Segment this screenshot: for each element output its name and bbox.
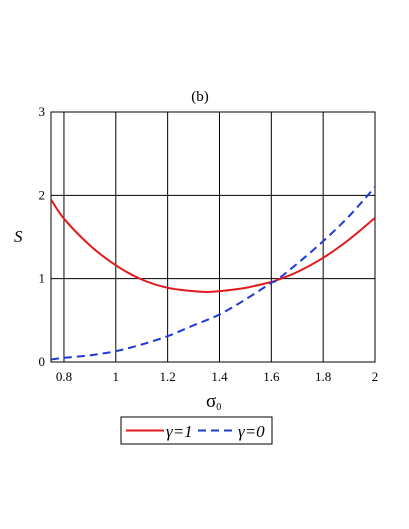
x-tick-label: 0.8 <box>56 369 72 384</box>
legend-label-gamma-0: γ=0 <box>238 422 265 441</box>
y-tick-label: 3 <box>39 104 46 119</box>
legend-label-gamma-1: γ=1 <box>166 422 193 441</box>
x-tick-label: 1 <box>113 369 120 384</box>
x-tick-label: 1.8 <box>315 369 331 384</box>
legend: γ=1 γ=0 <box>120 416 273 445</box>
x-tick-label: 1.2 <box>160 369 176 384</box>
y-tick-labels: 0 1 2 3 <box>39 104 46 369</box>
y-tick-label: 0 <box>39 354 46 369</box>
y-tick-label: 1 <box>39 271 46 286</box>
series-lines <box>51 186 375 361</box>
series-line-0 <box>51 198 375 294</box>
x-tick-label: 1.4 <box>211 369 228 384</box>
x-tick-label: 1.6 <box>263 369 280 384</box>
y-tick-label: 2 <box>39 187 46 202</box>
x-tick-labels: 0.8 1 1.2 1.4 1.6 1.8 2 <box>56 369 378 384</box>
x-axis-label-subscript: 0 <box>216 402 221 413</box>
chart-title: (b) <box>191 89 209 105</box>
x-axis-label: σ0 <box>206 391 221 413</box>
plot-frame <box>50 111 376 363</box>
series-line-1 <box>51 186 375 361</box>
x-axis-label-main: σ <box>206 391 216 412</box>
y-axis-label: S <box>14 227 23 246</box>
grid <box>51 111 376 363</box>
x-tick-label: 2 <box>372 369 379 384</box>
